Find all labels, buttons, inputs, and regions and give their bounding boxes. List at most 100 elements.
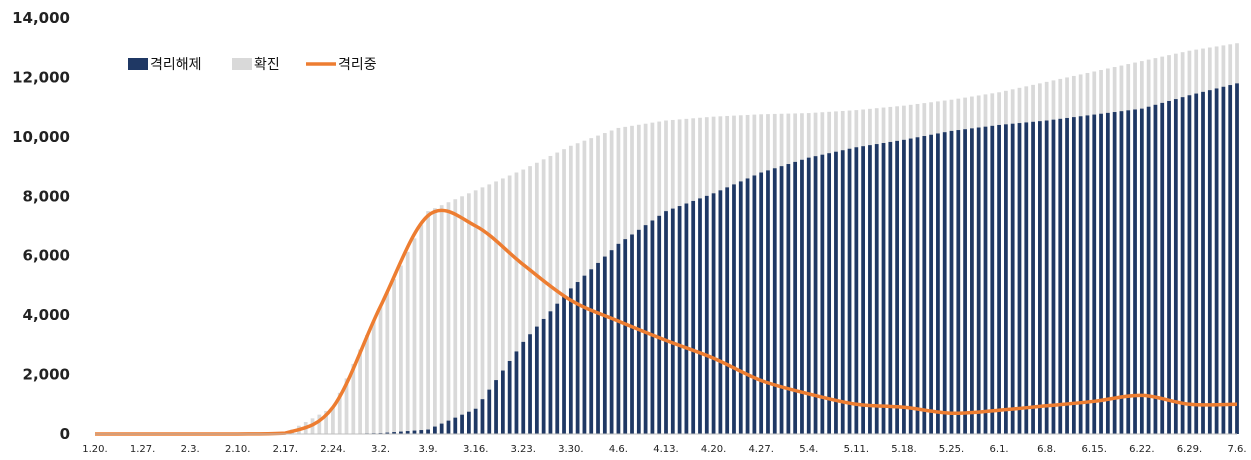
bar-released (453, 417, 458, 434)
bar-released (507, 360, 512, 434)
bar-released (643, 225, 648, 434)
x-tick-label: 4.13. (653, 444, 678, 455)
bar-released (922, 136, 927, 434)
bar-released (861, 146, 866, 434)
x-tick-label: 5.11. (844, 444, 869, 455)
bar-released (1099, 113, 1103, 435)
bar-released (514, 351, 519, 434)
x-tick-label: 3.30. (558, 444, 583, 455)
bar-confirmed (378, 306, 383, 434)
bar-released (1139, 108, 1144, 434)
bar-released (704, 195, 709, 434)
bar-released (582, 275, 587, 434)
bar-confirmed (514, 172, 519, 434)
bar-released (399, 431, 403, 434)
bar-released (1078, 116, 1083, 435)
bar-confirmed (548, 155, 553, 435)
x-tick-label: 6.1. (990, 444, 1009, 455)
x-tick-label: 3.23. (511, 444, 536, 455)
bar-released (718, 190, 723, 434)
bar-released (670, 208, 675, 434)
bar-released (1221, 86, 1226, 435)
bar-released (1201, 91, 1205, 435)
bar-confirmed (405, 251, 410, 434)
x-tick-label: 2.17. (273, 444, 298, 455)
bar-released (725, 187, 730, 434)
bar-released (473, 408, 478, 434)
y-tick-label: 6,000 (23, 247, 70, 265)
bar-released (806, 157, 811, 434)
bar-released (1167, 100, 1171, 434)
y-tick-label: 8,000 (23, 187, 70, 205)
x-tick-label: 2.24. (320, 444, 345, 455)
bar-confirmed (460, 196, 464, 434)
bar-confirmed (371, 320, 376, 434)
bar-confirmed (331, 407, 335, 434)
bar-released (1105, 112, 1110, 434)
bar-released (664, 211, 668, 434)
bar-released (1228, 85, 1233, 434)
bar-released (915, 137, 920, 435)
legend-label: 격리해제 (150, 57, 202, 73)
bar-released (494, 380, 498, 434)
y-tick-label: 4,000 (23, 306, 70, 324)
x-tick-label: 5.25. (939, 444, 964, 455)
bar-released (888, 141, 893, 434)
bar-released (521, 341, 526, 434)
bar-released (541, 318, 546, 434)
bar-released (827, 153, 832, 434)
bar-released (1180, 97, 1185, 434)
x-tick-label: 3.2. (371, 444, 390, 455)
bar-released (745, 178, 750, 434)
bar-released (487, 389, 492, 434)
bar-confirmed (433, 208, 437, 434)
bar-released (990, 125, 995, 435)
bar-confirmed (453, 199, 458, 434)
x-tick-label: 3.16. (463, 444, 488, 455)
bar-confirmed (317, 414, 322, 434)
x-tick-label: 4.20. (701, 444, 726, 455)
bar-released (684, 203, 689, 434)
bar-released (1004, 124, 1008, 435)
bar-released (589, 269, 594, 434)
bar-confirmed (412, 238, 417, 434)
legend-swatch (128, 58, 148, 70)
bar-released (847, 148, 852, 434)
bar-released (1058, 118, 1063, 434)
bar-released (1214, 88, 1219, 435)
bar-released (534, 326, 539, 434)
bar-released (1187, 95, 1192, 434)
bar-released (677, 206, 682, 434)
bar-released (759, 172, 764, 434)
x-tick-label: 6.15. (1082, 444, 1107, 455)
x-tick-label: 4.6. (609, 444, 628, 455)
bar-released (908, 138, 913, 434)
bar-released (562, 296, 566, 434)
bar-released (1235, 83, 1239, 434)
bar-released (902, 139, 906, 435)
bar-confirmed (399, 265, 403, 434)
bar-released (575, 282, 580, 434)
x-tick-label: 7.6. (1227, 444, 1246, 455)
bar-released (983, 126, 988, 435)
bar-released (568, 288, 573, 434)
bar-released (752, 175, 757, 434)
x-tick-label: 2.3. (181, 444, 200, 455)
bar-released (1031, 121, 1035, 435)
bar-confirmed (446, 202, 451, 434)
x-tick-label: 1.27. (130, 444, 155, 455)
x-tick-label: 1.20. (82, 444, 107, 455)
bar-released (1146, 106, 1151, 434)
bar-released (834, 151, 838, 434)
bar-released (426, 429, 430, 434)
bar-released (548, 311, 553, 434)
bar-released (874, 144, 879, 434)
line-active (95, 208, 1238, 436)
bar-released (772, 168, 777, 434)
bar-confirmed (419, 224, 424, 434)
bar-released (439, 423, 444, 434)
legend-label: 확진 (254, 57, 280, 73)
bar-released (963, 129, 967, 435)
bar-released (528, 334, 532, 434)
